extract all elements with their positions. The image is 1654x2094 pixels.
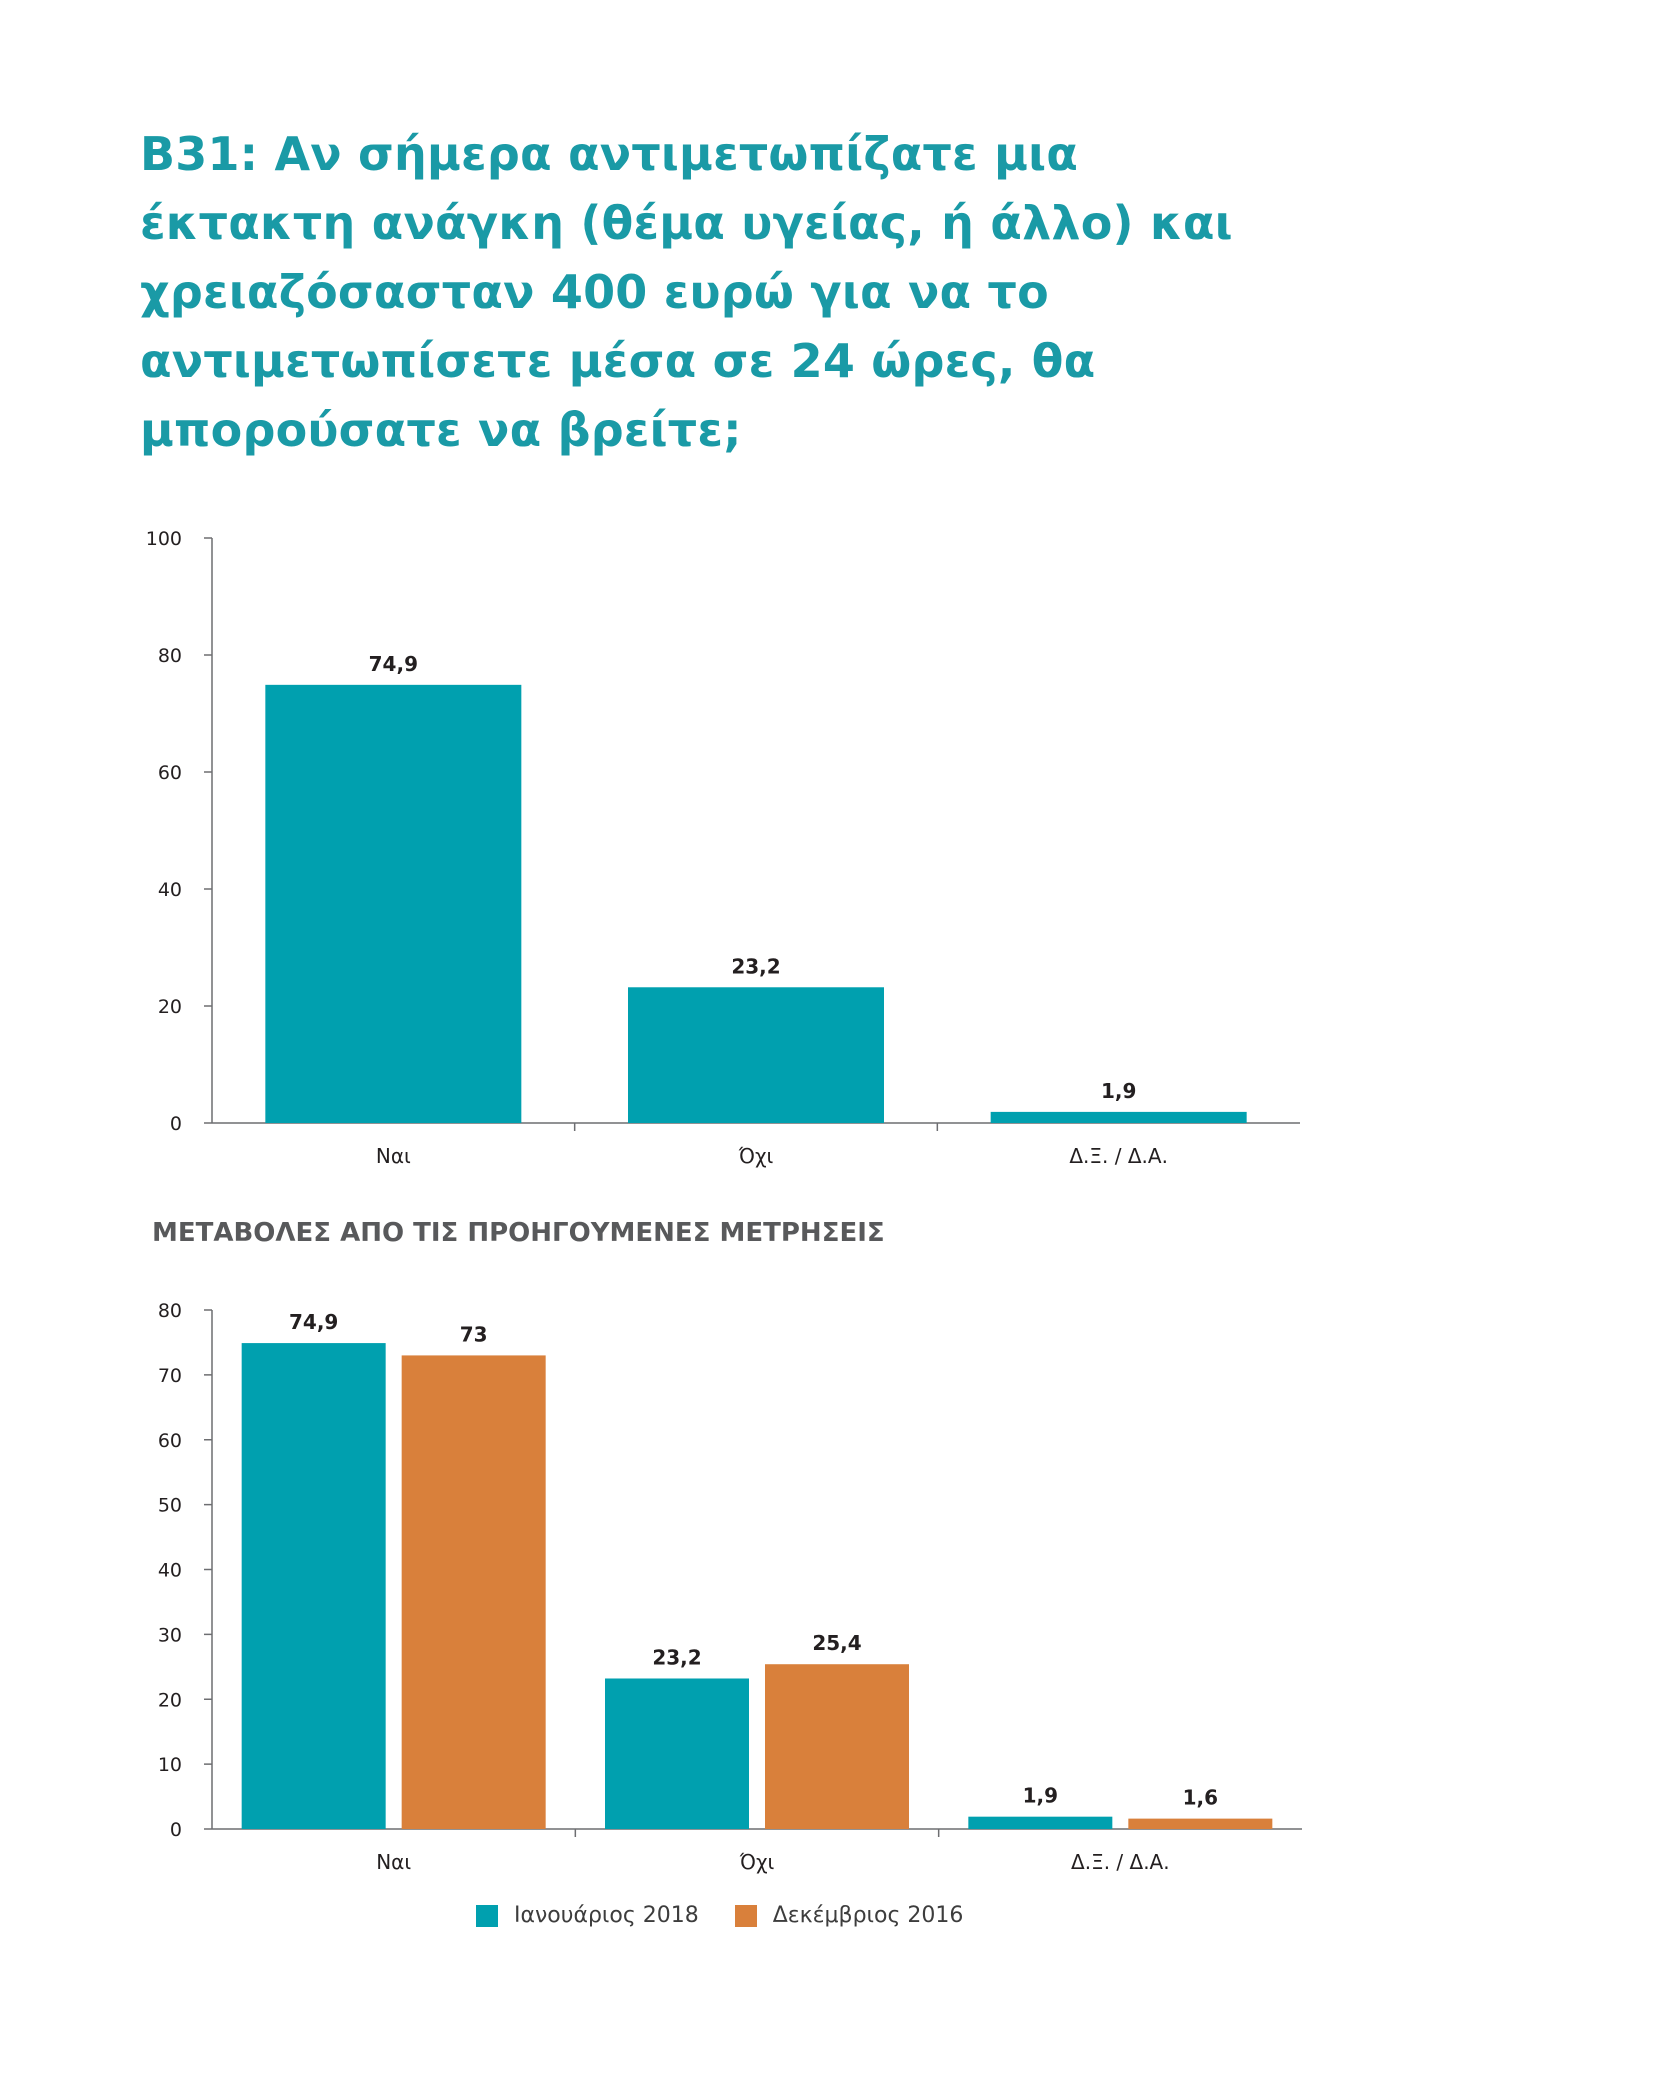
bar	[990, 1111, 1247, 1123]
y-tick-label: 80	[158, 645, 182, 667]
legend-swatch-2018	[476, 1904, 498, 1927]
y-tick-label: 80	[158, 1300, 182, 1322]
chart-comparison: 0 10 20 30 40 50 60 70 80 Ναι 74,9 73 Όχι 23,2 25,4 Δ.Ξ…	[158, 1300, 1302, 1874]
legend-swatch-2016	[734, 1904, 757, 1927]
y-tick-label: 50	[158, 1495, 182, 1517]
bar	[605, 1678, 749, 1829]
data-label: 73	[460, 1322, 488, 1346]
y-tick-label: 10	[158, 1754, 182, 1776]
legend-label-2018: Ιανουάριος 2018	[514, 1903, 699, 1928]
bar	[265, 684, 522, 1123]
data-label: 74,9	[369, 652, 418, 676]
legend-label-2016: Δεκέμβριος 2016	[772, 1903, 964, 1928]
y-tick-label: 60	[158, 762, 182, 784]
question-title: B31: Αν σήμερα αντιμετωπίζατε μια έκτακτ…	[140, 127, 1233, 457]
x-category-label: Δ.Ξ. / Δ.Α.	[1071, 1850, 1170, 1874]
x-category-label: Ναι	[376, 1144, 411, 1168]
x-category-label: Όχι	[738, 1144, 774, 1168]
x-category-label: Ναι	[376, 1850, 411, 1874]
chart-legend: Ιανουάριος 2018 Δεκέμβριος 2016	[476, 1903, 963, 1928]
y-tick-label: 60	[158, 1430, 182, 1452]
data-label: 23,2	[731, 954, 780, 978]
y-tick-label: 40	[158, 879, 182, 901]
data-label: 25,4	[812, 1631, 861, 1655]
bar	[1128, 1818, 1273, 1829]
bar	[968, 1816, 1113, 1829]
x-category-label: Όχι	[739, 1850, 775, 1874]
bar	[765, 1664, 909, 1829]
data-label: 23,2	[652, 1645, 701, 1669]
bar	[628, 987, 884, 1123]
y-tick-label: 30	[158, 1624, 182, 1646]
y-tick-label: 20	[158, 1689, 182, 1711]
y-tick-label: 70	[158, 1365, 182, 1387]
legend-item-2018: Ιανουάριος 2018	[476, 1903, 699, 1928]
chart-single-series: 0 20 40 60 80 100 Ναι 74,9 Όχι 23,2 Δ.Ξ. / Δ.Α. 1,9	[146, 528, 1300, 1168]
data-label: 1,9	[1101, 1079, 1136, 1103]
y-tick-label: 0	[170, 1819, 182, 1841]
data-label: 74,9	[289, 1310, 338, 1334]
y-tick-label: 40	[158, 1560, 182, 1582]
bar	[241, 1343, 386, 1829]
data-label: 1,6	[1183, 1786, 1218, 1810]
y-tick-label: 20	[158, 996, 182, 1018]
legend-item-2016: Δεκέμβριος 2016	[734, 1903, 964, 1928]
data-label: 1,9	[1023, 1784, 1058, 1808]
x-category-label: Δ.Ξ. / Δ.Α.	[1069, 1144, 1168, 1168]
y-tick-label: 0	[170, 1113, 182, 1135]
y-tick-label: 100	[146, 528, 182, 550]
bar	[401, 1355, 546, 1829]
section-heading: ΜΕΤΑΒΟΛΕΣ ΑΠΟ ΤΙΣ ΠΡΟΗΓΟΥΜΕΝΕΣ ΜΕΤΡΗΣΕΙΣ	[152, 1218, 885, 1248]
